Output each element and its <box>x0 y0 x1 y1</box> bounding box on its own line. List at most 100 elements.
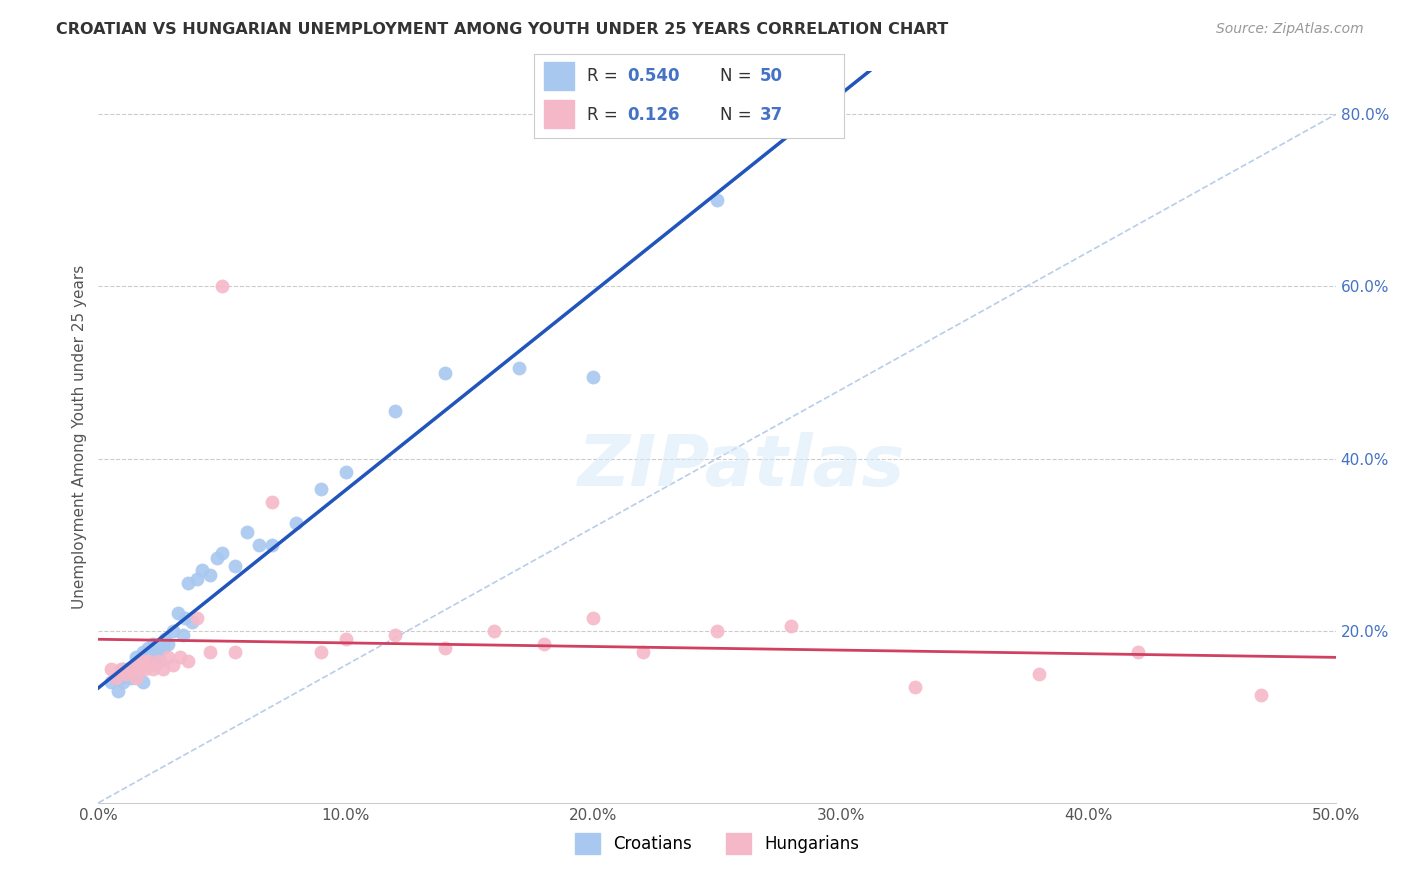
Point <box>152 662 174 676</box>
Point <box>211 279 233 293</box>
Text: N =: N = <box>720 68 756 86</box>
Point <box>132 654 155 668</box>
Point <box>114 666 136 681</box>
Text: N =: N = <box>720 105 756 123</box>
Point <box>1250 688 1272 702</box>
Point <box>260 494 283 508</box>
Point <box>335 632 357 647</box>
Point <box>124 671 146 685</box>
Point <box>117 662 139 676</box>
Point <box>205 550 228 565</box>
Text: Source: ZipAtlas.com: Source: ZipAtlas.com <box>1216 22 1364 37</box>
Bar <box>544 62 575 90</box>
Point <box>156 637 179 651</box>
Point <box>1126 645 1149 659</box>
Y-axis label: Unemployment Among Youth under 25 years: Unemployment Among Youth under 25 years <box>72 265 87 609</box>
Point <box>162 624 184 638</box>
Bar <box>544 100 575 128</box>
Point <box>110 662 132 676</box>
Point <box>508 361 530 376</box>
Point <box>142 637 165 651</box>
Point <box>166 607 188 621</box>
Point <box>433 640 456 655</box>
Text: 0.540: 0.540 <box>627 68 679 86</box>
Point <box>112 675 135 690</box>
Point <box>142 649 165 664</box>
Point <box>134 654 156 668</box>
Point <box>127 658 149 673</box>
Point <box>533 637 555 651</box>
Point <box>124 662 146 676</box>
Point <box>100 675 122 690</box>
Point <box>706 194 728 208</box>
Point <box>172 628 194 642</box>
Text: CROATIAN VS HUNGARIAN UNEMPLOYMENT AMONG YOUTH UNDER 25 YEARS CORRELATION CHART: CROATIAN VS HUNGARIAN UNEMPLOYMENT AMONG… <box>56 22 949 37</box>
Point <box>582 369 605 384</box>
Point <box>384 628 406 642</box>
Point <box>198 645 221 659</box>
Point <box>136 654 159 668</box>
Point <box>107 684 129 698</box>
Point <box>152 640 174 655</box>
Point <box>904 680 927 694</box>
Point <box>780 619 803 633</box>
Point <box>129 662 152 676</box>
Point <box>132 645 155 659</box>
Point <box>706 624 728 638</box>
Text: ZIPatlas: ZIPatlas <box>578 432 905 500</box>
Legend: Croatians, Hungarians: Croatians, Hungarians <box>568 827 866 860</box>
Point <box>100 662 122 676</box>
Point <box>198 567 221 582</box>
Point <box>309 482 332 496</box>
Point <box>142 662 165 676</box>
Text: 0.126: 0.126 <box>627 105 679 123</box>
Point <box>132 675 155 690</box>
Point <box>181 615 204 629</box>
Point <box>260 538 283 552</box>
Point <box>176 654 198 668</box>
Point <box>169 649 191 664</box>
Point <box>309 645 332 659</box>
Point <box>134 662 156 676</box>
Text: 50: 50 <box>761 68 783 86</box>
Text: R =: R = <box>586 105 628 123</box>
Point <box>155 632 177 647</box>
Point <box>582 611 605 625</box>
Point <box>114 666 136 681</box>
Point <box>104 671 127 685</box>
Point <box>127 658 149 673</box>
Point <box>112 662 135 676</box>
Point <box>120 671 142 685</box>
Point <box>129 654 152 668</box>
Point <box>631 645 654 659</box>
Point <box>224 645 246 659</box>
Point <box>156 649 179 664</box>
Point <box>162 658 184 673</box>
Point <box>384 404 406 418</box>
Point <box>146 654 169 668</box>
Point <box>143 658 166 673</box>
Point <box>174 611 197 625</box>
Point <box>186 572 208 586</box>
Point <box>120 662 142 676</box>
Point <box>139 645 162 659</box>
Point <box>433 366 456 380</box>
Point <box>122 666 145 681</box>
Point <box>149 654 172 668</box>
Text: R =: R = <box>586 68 623 86</box>
Point <box>236 524 259 539</box>
Point <box>1028 666 1050 681</box>
Point <box>110 671 132 685</box>
Point <box>224 559 246 574</box>
Point <box>104 671 127 685</box>
Point <box>136 640 159 655</box>
Point <box>186 611 208 625</box>
Point <box>335 465 357 479</box>
Point <box>285 516 308 530</box>
Point <box>211 546 233 560</box>
Point <box>191 564 214 578</box>
Point <box>176 576 198 591</box>
Point <box>124 649 146 664</box>
Point <box>484 624 506 638</box>
Text: 37: 37 <box>761 105 783 123</box>
